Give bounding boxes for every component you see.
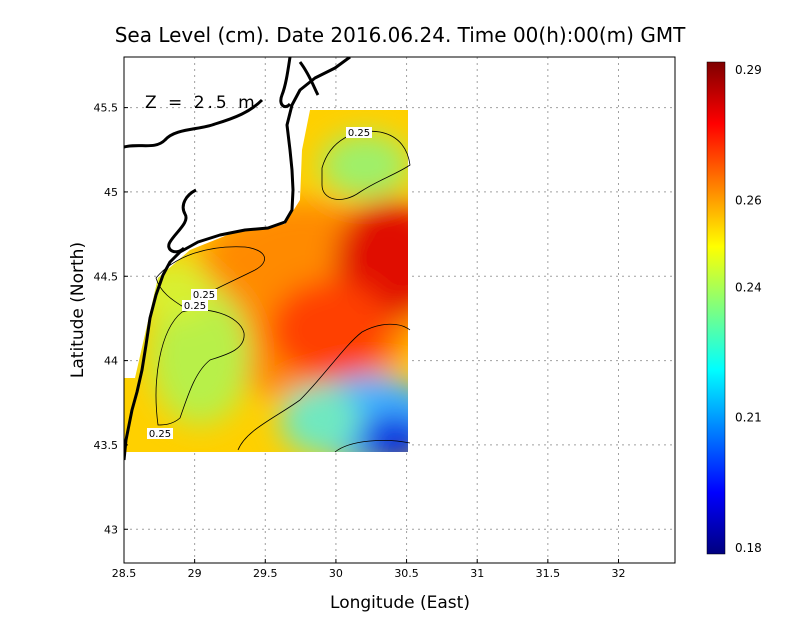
x-tick-label: 29	[188, 567, 202, 580]
contour-label-bg	[182, 300, 208, 311]
coastline-estuary-b	[298, 61, 320, 96]
y-tick-label: 44.5	[94, 270, 119, 283]
north-low-region	[320, 133, 408, 197]
coastline	[124, 57, 351, 461]
y-tick-label: 45.5	[94, 102, 119, 115]
contour-label: 0.25	[149, 429, 171, 440]
y-tick-label: 44	[104, 355, 118, 368]
field-blobs	[135, 133, 408, 452]
contour-label: 0.25	[193, 290, 215, 301]
colorbar-tick-label: 0.24	[735, 280, 762, 294]
y-tick-label: 45	[104, 186, 118, 199]
depth-annotation: Z = 2.5 m	[145, 93, 258, 113]
coastline-main	[124, 57, 351, 461]
contour-west-lower	[155, 309, 245, 426]
chart-title: Sea Level (cm). Date 2016.06.24. Time 00…	[115, 23, 686, 47]
colorbar-ticks: 0.29 0.26 0.24 0.21 0.18	[735, 63, 762, 555]
coastline-north	[124, 98, 264, 149]
x-tick-label: 29.5	[253, 567, 278, 580]
contour-labels: 0.25 0.25 0.25 0.25	[147, 127, 372, 440]
x-tick-label: 30	[329, 567, 343, 580]
y-axis-title: Latitude (North)	[68, 242, 88, 378]
colorbar-tick-label: 0.21	[735, 411, 762, 425]
colorbar-tick-label: 0.29	[735, 63, 762, 77]
coastline-lagoon	[167, 188, 197, 254]
sea-level-field	[124, 110, 408, 452]
southeast-min-region	[360, 415, 408, 452]
x-tick-label: 31	[470, 567, 484, 580]
contour-southeast-edge	[334, 440, 411, 453]
y-axis-ticks: 43 43.5 44 44.5 45 45.5	[94, 102, 128, 536]
x-tick-label: 32	[611, 567, 625, 580]
colorbar	[706, 61, 726, 555]
contour-label-bg	[346, 127, 372, 138]
contour-label: 0.25	[184, 301, 206, 312]
contour-west-upper	[155, 246, 265, 309]
colorbar-tick-label: 0.18	[735, 541, 762, 555]
x-tick-label: 31.5	[536, 567, 561, 580]
x-tick-label: 30.5	[394, 567, 419, 580]
contour-southeast	[237, 323, 411, 451]
colorbar-tick-label: 0.26	[735, 193, 762, 207]
y-tick-label: 43.5	[94, 439, 119, 452]
x-axis-ticks: 28.5 29 29.5 30 30.5 31 31.5 32	[112, 559, 625, 580]
high-region	[270, 280, 390, 380]
contour-label: 0.25	[348, 128, 370, 139]
x-tick-label: 28.5	[112, 567, 137, 580]
contour-label-bg	[147, 428, 173, 439]
southeast-edge-region	[280, 385, 360, 452]
contour-label-bg	[191, 289, 217, 300]
plot-frame	[123, 56, 676, 564]
coastline-estuary-a	[279, 57, 292, 109]
x-axis-title: Longitude (East)	[330, 593, 470, 613]
y-tick-label: 43	[104, 523, 118, 536]
